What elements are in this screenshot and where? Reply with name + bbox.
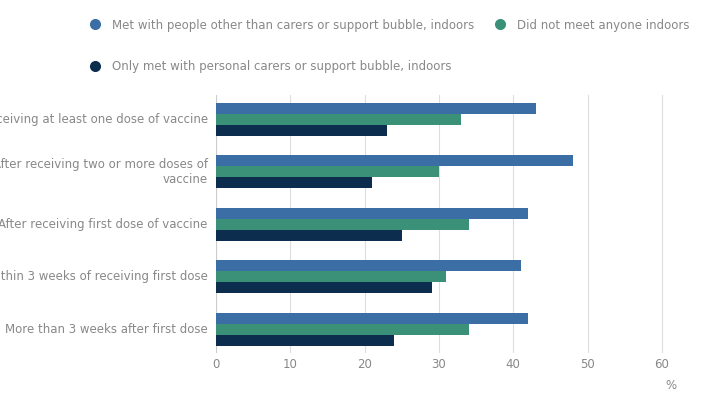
Bar: [216, 114, 462, 125]
Legend: Only met with personal carers or support bubble, indoors: Only met with personal carers or support…: [84, 60, 451, 73]
Bar: [216, 335, 395, 346]
Bar: [216, 282, 431, 293]
Bar: [216, 125, 387, 136]
Bar: [216, 219, 469, 230]
Bar: [216, 166, 439, 177]
Text: %: %: [666, 379, 677, 392]
Bar: [216, 230, 402, 241]
Bar: [216, 155, 572, 166]
Bar: [216, 260, 521, 271]
Bar: [216, 177, 372, 189]
Bar: [216, 324, 469, 335]
Bar: [216, 208, 528, 219]
Bar: [216, 271, 446, 282]
Bar: [216, 103, 536, 114]
Bar: [216, 312, 528, 324]
